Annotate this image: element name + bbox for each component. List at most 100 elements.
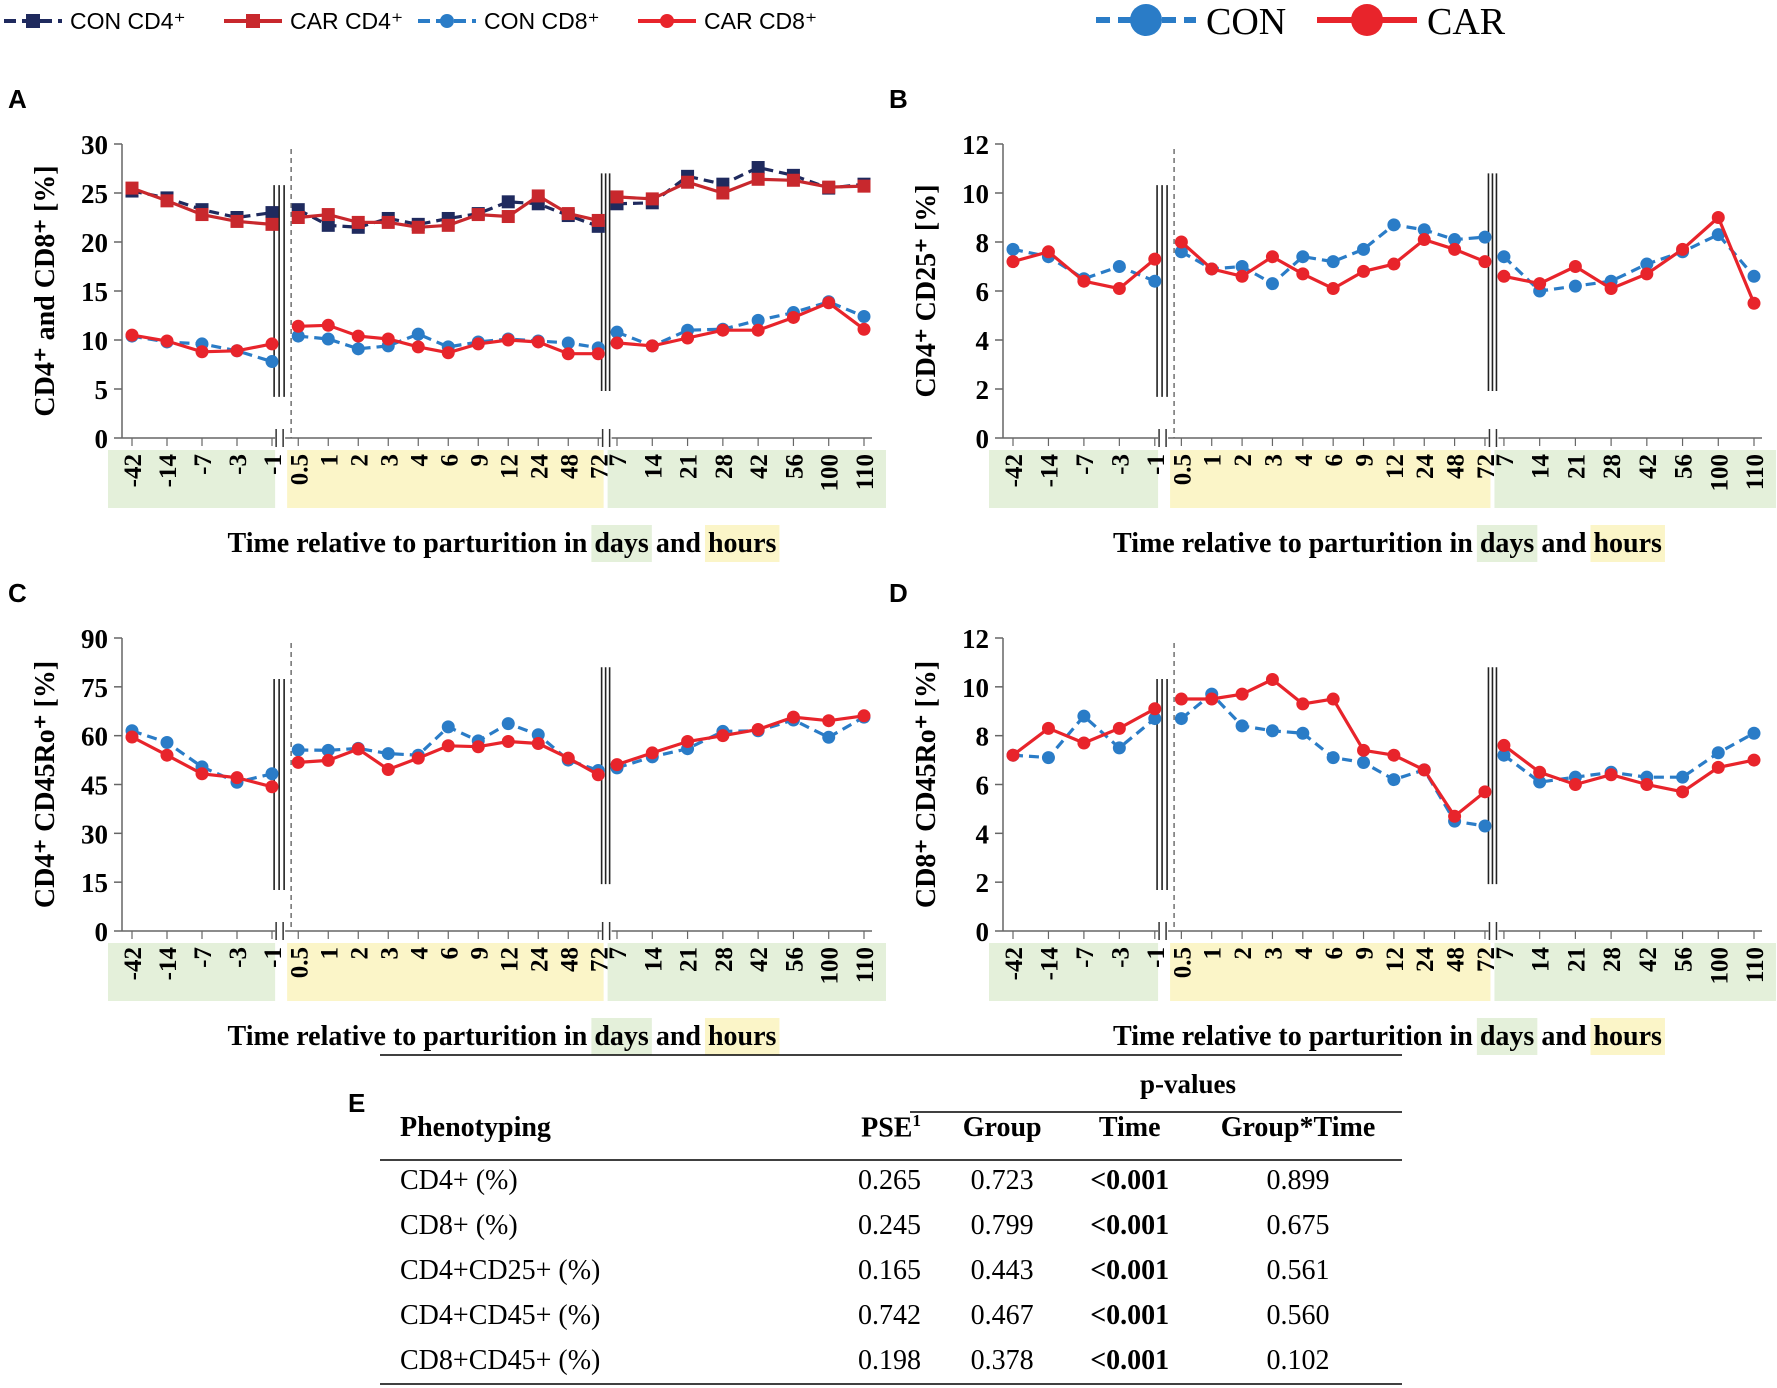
- category-band: [607, 450, 886, 508]
- data-point: [1357, 242, 1371, 256]
- x-tick-label: 100: [1706, 947, 1733, 985]
- header-phenotyping: Phenotyping: [400, 1112, 551, 1143]
- x-tick-label: 9: [1352, 454, 1379, 467]
- category-band: [1494, 450, 1776, 508]
- y-tick-label: 60: [81, 722, 108, 752]
- data-point: [265, 767, 279, 781]
- y-tick-label: 30: [81, 819, 108, 849]
- x-title-hours: hours: [708, 528, 777, 559]
- data-point: [716, 186, 730, 200]
- x-tick-label: 110: [852, 454, 879, 490]
- data-point: [1387, 748, 1401, 762]
- data-point: [230, 344, 244, 358]
- series-car-cd8-: [125, 296, 871, 361]
- x-tick-label: -42: [120, 454, 147, 487]
- data-point: [441, 720, 455, 734]
- data-point: [786, 173, 800, 187]
- data-point: [1568, 260, 1582, 273]
- x-tick-label: 14: [1528, 947, 1555, 973]
- data-point: [751, 323, 765, 337]
- x-title-prefix: Time relative to parturition in: [228, 528, 595, 559]
- y-tick-label: 0: [976, 424, 990, 454]
- y-tick-label: 4: [976, 326, 990, 356]
- data-point: [265, 217, 279, 231]
- title-highlight: [591, 525, 652, 562]
- data-point: [1387, 218, 1401, 232]
- data-point: [1296, 697, 1310, 711]
- x-tick-label: 100: [817, 947, 844, 985]
- table-row: CD4+CD25+ (%) 0.165 0.443 <0.001 0.561: [380, 1248, 1400, 1293]
- data-point: [1497, 269, 1511, 283]
- y-tick-label: 8: [976, 228, 990, 258]
- header-group: Group: [962, 1112, 1042, 1143]
- data-point: [716, 323, 730, 337]
- data-point: [471, 208, 485, 222]
- data-point: [411, 220, 425, 234]
- data-point: [751, 722, 765, 736]
- legend-label: CAR: [1427, 1, 1506, 43]
- x-tick-label: 2: [1230, 947, 1257, 960]
- x-tick-label: -7: [190, 947, 217, 968]
- panel-label: A: [8, 84, 27, 114]
- data-point: [321, 318, 335, 332]
- data-point: [531, 189, 545, 203]
- data-point: [1497, 748, 1511, 762]
- data-point: [1174, 235, 1188, 249]
- data-point: [351, 742, 365, 756]
- data-point: [1640, 778, 1654, 791]
- data-point: [1041, 751, 1055, 765]
- cell-phenotype: CD4+CD45+ (%): [400, 1299, 601, 1331]
- cell-pse: 0.198: [857, 1344, 921, 1376]
- axis-break-gap: [1488, 921, 1499, 941]
- data-point: [411, 340, 425, 354]
- x-tick-label: 0.5: [286, 454, 313, 485]
- legend-marker: [1130, 4, 1162, 36]
- data-point: [822, 296, 836, 310]
- table-e: Phenotyping PSE1 Group Time Group*Time C…: [380, 1052, 1400, 1383]
- x-tick-label: 3: [1260, 947, 1287, 960]
- cell-group-time: 0.675: [1266, 1209, 1330, 1241]
- data-point: [1077, 274, 1091, 288]
- y-tick-label: 12: [962, 624, 989, 654]
- x-tick-label: 9: [466, 947, 493, 960]
- legend-marker: [246, 14, 260, 28]
- legend-label: CON: [1206, 1, 1286, 43]
- cell-time: <0.001: [1090, 1254, 1170, 1286]
- axis-break-gap: [1158, 428, 1169, 448]
- y-tick-label: 10: [962, 179, 989, 209]
- data-point: [1478, 230, 1492, 244]
- data-point: [160, 334, 174, 348]
- data-point: [1296, 250, 1310, 264]
- cell-group: 0.443: [970, 1254, 1034, 1286]
- title-highlight: [591, 1018, 652, 1055]
- x-tick-label: 2: [1230, 454, 1257, 467]
- cell-group-time: 0.899: [1266, 1164, 1330, 1196]
- x-tick-label: 28: [1599, 454, 1626, 479]
- data-point: [1604, 768, 1618, 782]
- x-tick-label: -42: [1001, 947, 1028, 980]
- data-point: [291, 329, 305, 343]
- data-point: [160, 736, 174, 750]
- x-tick-label: -7: [1072, 454, 1099, 475]
- data-point: [786, 310, 800, 324]
- header-pse: PSE1: [861, 1111, 921, 1144]
- data-point: [1326, 255, 1340, 269]
- data-point: [751, 172, 765, 186]
- data-point: [561, 336, 575, 350]
- data-point: [610, 758, 624, 772]
- data-point: [1148, 702, 1162, 716]
- cell-time: <0.001: [1090, 1299, 1170, 1331]
- x-title-hours: hours: [1593, 528, 1662, 559]
- cell-time: <0.001: [1090, 1209, 1170, 1241]
- data-point: [822, 730, 836, 744]
- x-tick-label: 12: [1382, 454, 1409, 479]
- x-tick-label: 14: [1528, 454, 1555, 480]
- x-tick-label: 7: [605, 454, 632, 467]
- y-axis-label: CD4⁺ CD45Ro⁺ [%]: [30, 661, 61, 908]
- data-point: [1747, 726, 1761, 740]
- x-tick-label: 56: [781, 454, 808, 479]
- data-point: [125, 181, 139, 195]
- data-point: [381, 332, 395, 346]
- table-row: CD8+ (%) 0.245 0.799 <0.001 0.675: [380, 1203, 1400, 1248]
